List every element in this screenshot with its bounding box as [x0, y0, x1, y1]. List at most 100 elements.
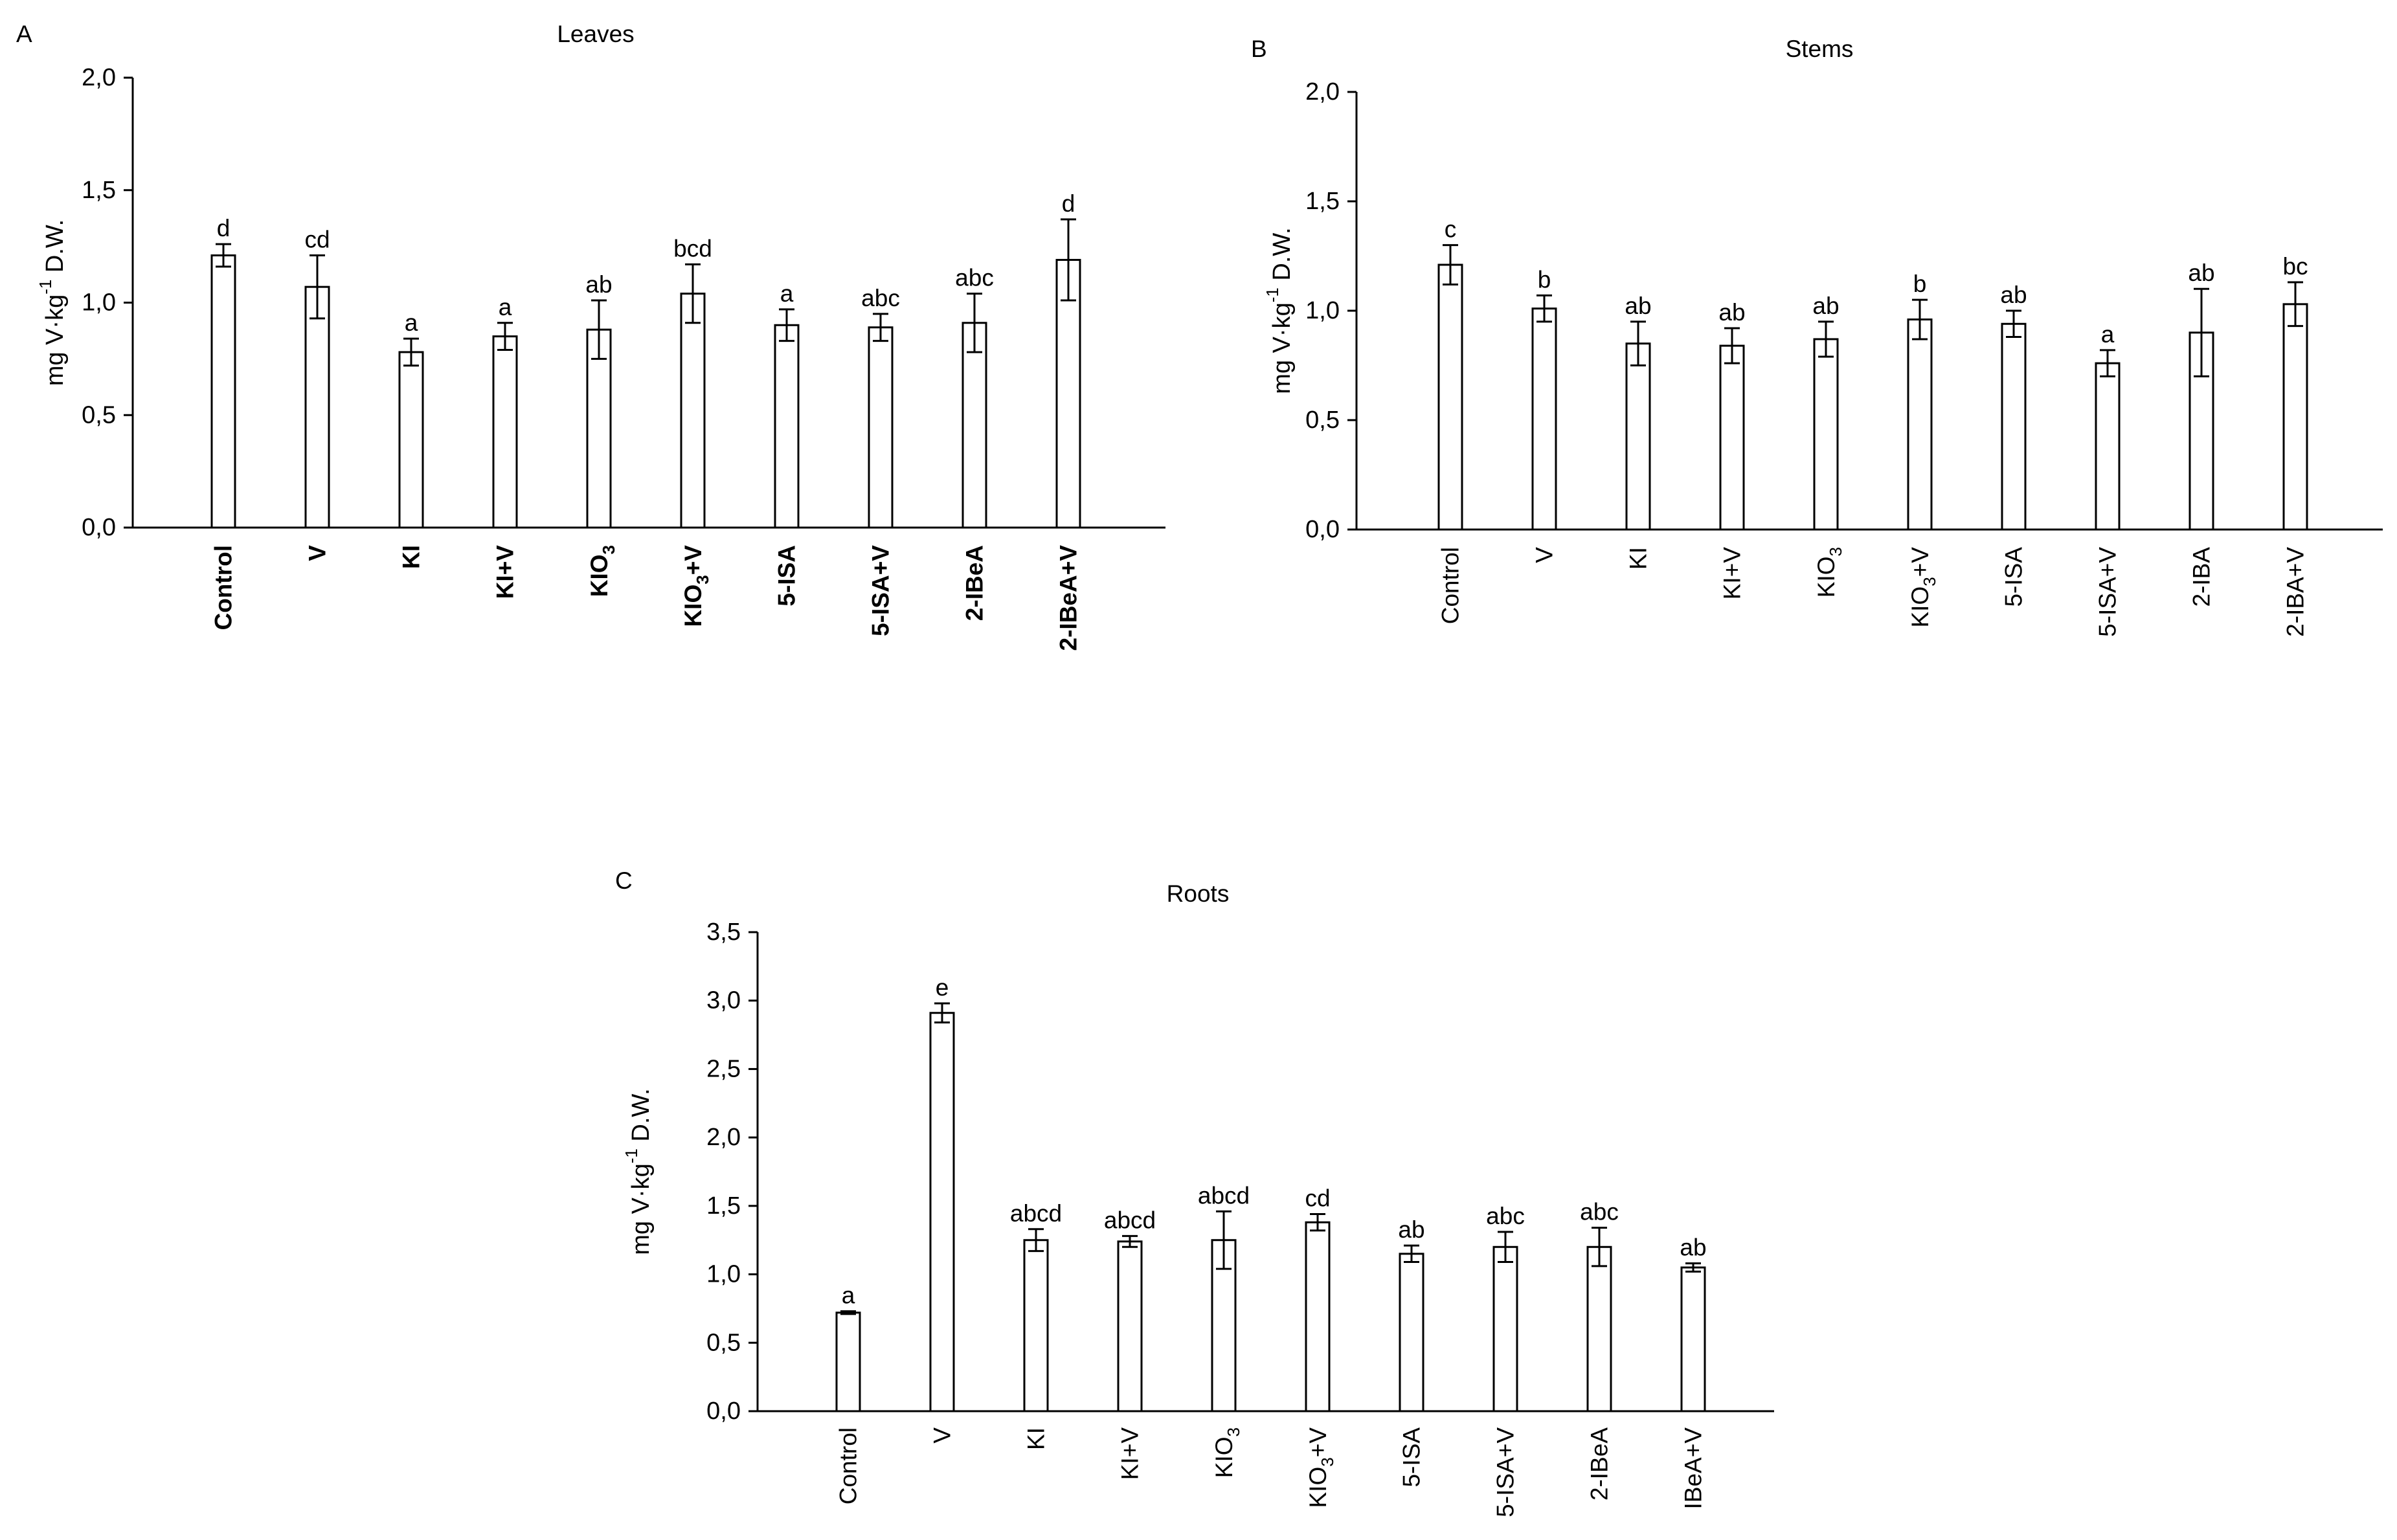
- bar: [1023, 1239, 1049, 1412]
- y-axis-label: mg V·kg-1 D.W.: [1263, 227, 1296, 394]
- significance-letter: a: [780, 280, 794, 307]
- bar: [1907, 318, 1933, 531]
- category-label: KIO3: [586, 545, 619, 597]
- category-label: 5-ISA: [2001, 547, 2027, 607]
- bar: [774, 324, 800, 529]
- bar: [680, 293, 706, 529]
- category-label: IBeA+V: [1680, 1427, 1707, 1510]
- y-tick-label: 1,0: [706, 1261, 741, 1288]
- significance-letter: c: [1445, 216, 1457, 243]
- significance-letter: cd: [1305, 1185, 1330, 1212]
- category-label: V: [1531, 547, 1558, 563]
- significance-letter: d: [1062, 190, 1075, 217]
- category-label: KIO3+V: [1907, 547, 1940, 628]
- category-label: 2-IBeA: [962, 545, 988, 621]
- bar: [835, 1311, 861, 1412]
- category-label: 2-IBeA: [1586, 1427, 1613, 1501]
- y-tick-label: 3,5: [706, 919, 741, 946]
- panel-label: B: [1251, 36, 1267, 62]
- bar: [929, 1012, 955, 1412]
- panel-label: C: [615, 867, 633, 894]
- bar: [1492, 1245, 1518, 1412]
- category-label: Control: [1437, 547, 1464, 624]
- category-label: KI: [1023, 1427, 1050, 1450]
- chart-title: Stems: [1786, 36, 1854, 62]
- bar: [1305, 1221, 1331, 1412]
- chart-panel-roots: C Roots 0,0 0,5 1,0 1,5 2,0 2,5 3,0 3,5 mg V·kg-1 …: [615, 867, 1774, 1517]
- bar: [2095, 362, 2121, 531]
- bar: [1437, 263, 1463, 531]
- significance-letter: abc: [1580, 1199, 1619, 1225]
- bar: [1813, 338, 1839, 531]
- y-tick-label: 2,0: [82, 64, 116, 91]
- bar: [398, 351, 424, 529]
- significance-letter: a: [405, 309, 418, 336]
- significance-letter: ab: [1812, 293, 1839, 319]
- category-label: V: [929, 1427, 956, 1444]
- category-label: KIO3: [1813, 547, 1846, 597]
- category-label: KIO3+V: [680, 545, 713, 627]
- significance-letter: e: [936, 974, 949, 1001]
- category-label: 5-ISA+V: [868, 545, 894, 636]
- y-tick-label: 2,5: [706, 1055, 741, 1082]
- y-tick-label: 0,5: [82, 401, 116, 429]
- bar: [1680, 1266, 1706, 1412]
- significance-letter: ab: [1625, 293, 1651, 319]
- significance-letter: abc: [955, 265, 994, 291]
- bar: [2282, 303, 2308, 531]
- category-label: V: [304, 545, 331, 561]
- y-tick-label: 3,0: [706, 987, 741, 1014]
- category-label: KI: [1625, 547, 1652, 570]
- category-label: 5-ISA: [1399, 1427, 1425, 1488]
- y-tick-label: 1,5: [1305, 188, 1340, 215]
- bar: [1055, 258, 1081, 529]
- bar: [1399, 1253, 1424, 1412]
- y-tick-label: 1,5: [706, 1192, 741, 1220]
- bar: [1625, 342, 1651, 531]
- significance-letter: abcd: [1198, 1182, 1250, 1209]
- bar: [1719, 344, 1745, 531]
- panel-label: A: [16, 21, 32, 47]
- y-tick-label: 0,5: [1305, 407, 1340, 434]
- significance-letter: abc: [861, 285, 900, 311]
- y-tick-label: 2,0: [1305, 78, 1340, 106]
- category-label: KI: [398, 545, 425, 569]
- y-axis-label: mg V·kg-1 D.W.: [36, 219, 69, 386]
- bar: [1531, 307, 1557, 531]
- significance-letter: ab: [1718, 299, 1745, 326]
- significance-letter: abcd: [1104, 1207, 1156, 1233]
- bar: [1117, 1240, 1143, 1412]
- significance-letter: abc: [1486, 1203, 1525, 1229]
- significance-letter: a: [842, 1282, 855, 1309]
- chart-panel-leaves: A Leaves 0,0 0,5 1,0 1,5 2,0 mg V·kg-1 D.W. d Con…: [16, 21, 1165, 651]
- category-label: KIO3: [1211, 1427, 1244, 1478]
- significance-letter: a: [2101, 321, 2115, 348]
- y-tick-label: 1,5: [82, 177, 116, 204]
- significance-letter: a: [499, 294, 512, 320]
- y-tick-label: 0,0: [706, 1398, 741, 1425]
- y-tick-label: 0,0: [1305, 516, 1340, 543]
- significance-letter: ab: [585, 271, 612, 298]
- category-label: 5-ISA+V: [1492, 1427, 1519, 1517]
- significance-letter: ab: [1680, 1234, 1706, 1261]
- bar: [2001, 322, 2027, 531]
- chart-title: Roots: [1167, 880, 1230, 907]
- y-tick-label: 1,0: [82, 289, 116, 317]
- bar: [962, 322, 987, 529]
- significance-letter: b: [1913, 271, 1927, 297]
- significance-letter: ab: [1398, 1216, 1424, 1243]
- y-tick-label: 2,0: [706, 1124, 741, 1151]
- category-label: 2-IBA+V: [2282, 547, 2309, 637]
- significance-letter: d: [217, 215, 231, 241]
- y-tick-label: 0,0: [82, 514, 116, 541]
- category-label: Control: [210, 545, 237, 631]
- y-axis-label: mg V·kg-1 D.W.: [622, 1088, 655, 1255]
- category-label: KI+V: [1117, 1427, 1143, 1480]
- bar: [304, 285, 330, 529]
- y-tick-label: 1,0: [1305, 297, 1340, 324]
- category-label: 5-ISA+V: [2095, 547, 2121, 637]
- category-label: KI+V: [1719, 547, 1746, 600]
- significance-letter: abcd: [1010, 1200, 1062, 1227]
- significance-letter: ab: [2000, 282, 2027, 308]
